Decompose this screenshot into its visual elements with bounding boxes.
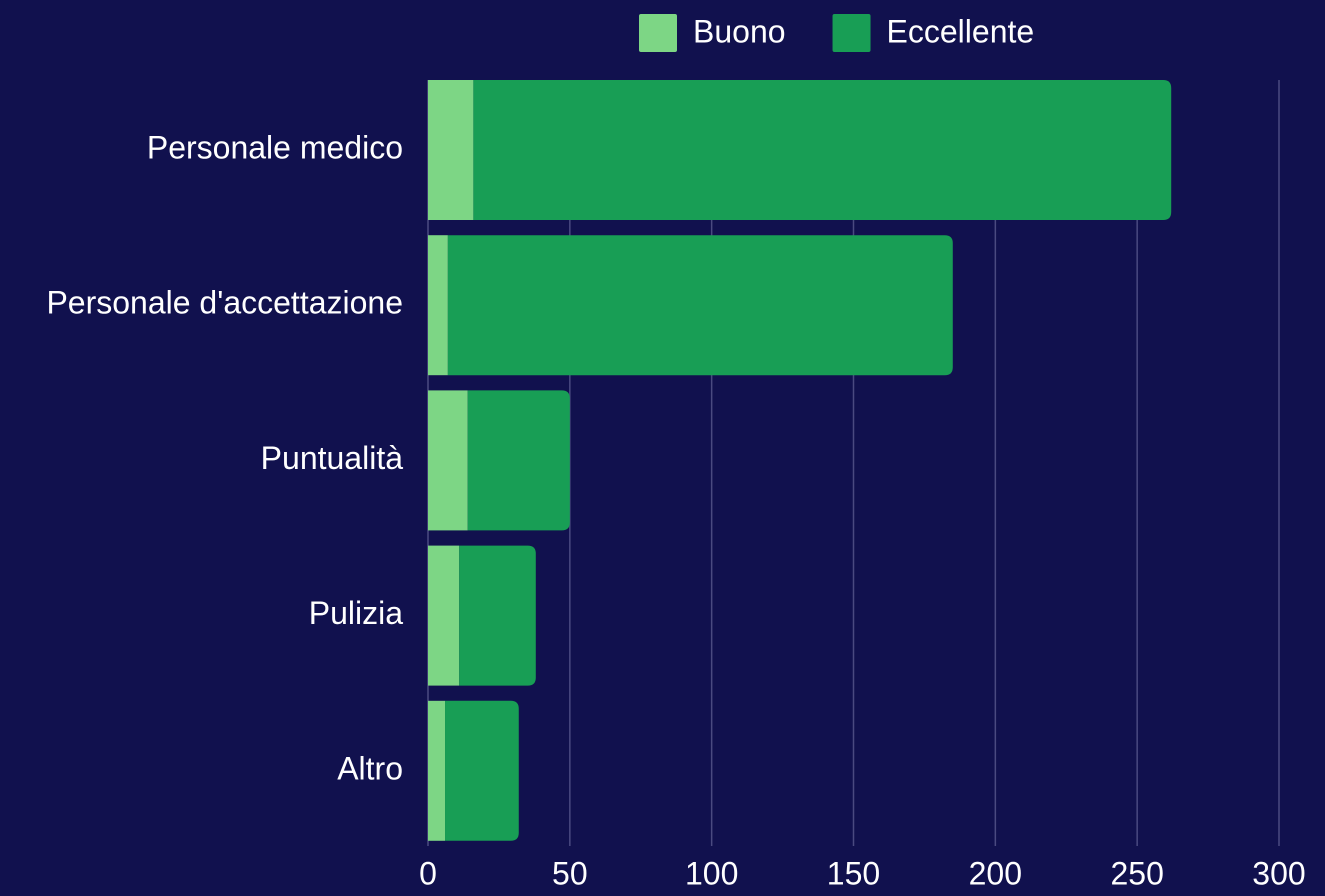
x-tick-label: 50 — [552, 855, 588, 891]
bar-segment — [447, 235, 953, 376]
bar-segment — [467, 390, 570, 531]
category-label: Personale d'accettazione — [46, 285, 403, 321]
bar-segment — [428, 235, 448, 376]
bar-segment — [428, 390, 468, 531]
category-label: Pulizia — [309, 595, 403, 631]
bar-segment — [428, 80, 474, 220]
legend-swatch — [832, 14, 871, 52]
x-tick-label: 200 — [969, 855, 1022, 891]
category-label: Altro — [337, 750, 403, 786]
x-tick-label: 150 — [827, 855, 880, 891]
x-tick-label: 0 — [419, 855, 437, 891]
bar-segment — [428, 545, 460, 686]
bar-segment — [445, 700, 519, 841]
legend-label: Eccellente — [887, 13, 1035, 49]
legend-label: Buono — [693, 13, 786, 49]
legend-swatch — [639, 14, 677, 52]
bar-segment — [459, 545, 536, 686]
x-tick-label: 250 — [1110, 855, 1163, 891]
x-tick-label: 300 — [1252, 855, 1305, 891]
x-tick-label: 100 — [685, 855, 738, 891]
category-label: Personale medico — [147, 129, 403, 165]
category-label: Puntualità — [261, 440, 404, 476]
bar-segment — [473, 80, 1172, 220]
bar-segment — [428, 700, 446, 841]
